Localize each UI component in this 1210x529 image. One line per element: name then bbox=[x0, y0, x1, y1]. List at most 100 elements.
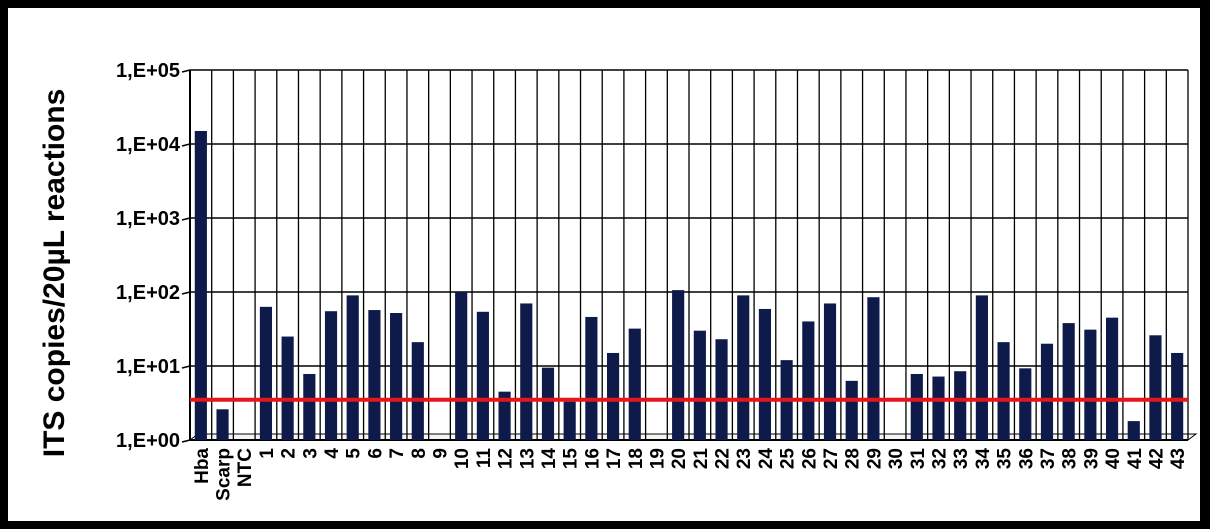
x-tick-labels: Hba Scarp NTC 1 2 3 4 5 6 7 8 9 10 11 12 13 14 15 16 17 18 19… bbox=[192, 448, 1189, 501]
x-tick-label: 22 bbox=[713, 448, 734, 469]
x-tick-label: 19 bbox=[647, 448, 668, 469]
x-tick-label: 18 bbox=[626, 448, 647, 469]
x-tick-label: 39 bbox=[1081, 448, 1102, 469]
x-tick-label: 1 bbox=[257, 448, 278, 459]
x-tick-label: 24 bbox=[756, 448, 777, 470]
bar-17 bbox=[606, 352, 620, 440]
y-tick-label: 1,E+00 bbox=[116, 430, 180, 452]
bar-24 bbox=[758, 308, 772, 440]
x-tick-label: 17 bbox=[604, 448, 625, 469]
y-tick-labels: 1,E+00 1,E+01 1,E+02 1,E+03 1,E+04 1,E+05 bbox=[116, 60, 181, 452]
x-tick-label: 35 bbox=[995, 448, 1016, 470]
x-tick-label: 25 bbox=[778, 448, 799, 470]
x-tick-label: 11 bbox=[474, 448, 495, 469]
bar-38 bbox=[1062, 323, 1075, 440]
x-tick-label: 32 bbox=[930, 448, 951, 469]
y-tick-label: 1,E+05 bbox=[116, 60, 180, 82]
chart-frame: 1,E+00 1,E+01 1,E+02 1,E+03 1,E+04 1,E+05 Hba… bbox=[8, 8, 1200, 521]
x-tick-label: 6 bbox=[365, 448, 386, 459]
x-tick-label: 29 bbox=[864, 448, 885, 469]
bar-33 bbox=[954, 371, 967, 440]
y-tick-label: 1,E+04 bbox=[116, 134, 181, 156]
bar-3 bbox=[303, 373, 316, 440]
x-tick-label: 41 bbox=[1125, 448, 1146, 470]
x-tick-label: 26 bbox=[799, 448, 820, 469]
x-tick-label: 31 bbox=[908, 448, 929, 470]
x-tick-label: 37 bbox=[1038, 448, 1059, 469]
x-tick-label: 2 bbox=[279, 448, 300, 459]
x-tick-label: 38 bbox=[1060, 448, 1081, 469]
x-tick-label: 42 bbox=[1146, 448, 1167, 469]
y-axis-label: ITS copies/20µL reactions bbox=[38, 89, 71, 458]
x-tick-label: 9 bbox=[431, 448, 452, 459]
y-grid-stub bbox=[181, 217, 191, 221]
bar-11 bbox=[476, 311, 489, 440]
bar-4 bbox=[324, 311, 338, 440]
x-tick-label: 8 bbox=[409, 448, 430, 459]
x-tick-label: 33 bbox=[951, 448, 972, 469]
x-tick-label: NTC bbox=[235, 448, 256, 487]
bar-16 bbox=[585, 316, 598, 440]
x-tick-label: 23 bbox=[734, 448, 755, 469]
bar-31 bbox=[910, 373, 923, 440]
x-tick-label: 34 bbox=[973, 448, 994, 470]
y-tick-label: 1,E+02 bbox=[116, 282, 180, 304]
bar-8 bbox=[411, 342, 424, 440]
bar-6 bbox=[368, 310, 381, 440]
x-tick-label: 20 bbox=[669, 448, 690, 469]
x-tick-label: 7 bbox=[387, 448, 408, 459]
bar-14 bbox=[541, 367, 555, 440]
bar-10 bbox=[455, 292, 468, 440]
x-tick-label: 14 bbox=[539, 448, 560, 470]
x-tick-label: Hba bbox=[192, 448, 213, 484]
y-tick-label: 1,E+03 bbox=[116, 208, 180, 230]
bar-scarp bbox=[216, 409, 229, 440]
bar-15 bbox=[563, 401, 576, 440]
bar-28 bbox=[845, 380, 858, 440]
bar-41 bbox=[1127, 421, 1140, 440]
y-grid-stub bbox=[181, 143, 191, 147]
y-tick-label: 1,E+01 bbox=[116, 356, 180, 378]
x-tick-label: 12 bbox=[496, 448, 517, 469]
x-tick-label: 43 bbox=[1168, 448, 1189, 469]
bar-40 bbox=[1105, 317, 1119, 440]
bar-42 bbox=[1149, 335, 1162, 440]
y-grid-stub bbox=[181, 439, 191, 443]
x-tick-label: 28 bbox=[843, 448, 864, 469]
bar-27 bbox=[823, 303, 837, 440]
x-tick-label: 4 bbox=[322, 448, 343, 459]
x-tick-label: 36 bbox=[1016, 448, 1037, 469]
y-grid-stub bbox=[181, 365, 191, 369]
x-tick-label: 3 bbox=[300, 448, 321, 459]
bar-39 bbox=[1084, 329, 1097, 440]
bar-35 bbox=[997, 342, 1010, 440]
x-tick-label: 13 bbox=[517, 448, 538, 469]
bar-18 bbox=[628, 328, 641, 440]
x-tick-label: Scarp bbox=[214, 448, 235, 501]
bar-22 bbox=[715, 339, 728, 440]
x-tick-label: 40 bbox=[1103, 448, 1124, 469]
y-grid-stub bbox=[181, 291, 191, 295]
bar-21 bbox=[693, 330, 706, 440]
bar-20 bbox=[672, 290, 685, 440]
bar-5 bbox=[346, 295, 359, 440]
bar-34 bbox=[975, 295, 988, 440]
bar-2 bbox=[281, 336, 294, 440]
bar-26 bbox=[802, 321, 815, 440]
x-tick-label: 15 bbox=[561, 448, 582, 470]
bar-hba bbox=[194, 130, 207, 440]
bars bbox=[194, 130, 1184, 440]
x-tick-label: 16 bbox=[582, 448, 603, 469]
x-tick-label: 21 bbox=[691, 448, 712, 470]
bar-32 bbox=[932, 376, 945, 440]
grid bbox=[181, 69, 1198, 443]
x-tick-label: 27 bbox=[821, 448, 842, 469]
x-tick-label: 10 bbox=[452, 448, 473, 469]
bar-29 bbox=[867, 297, 880, 440]
bar-36 bbox=[1019, 368, 1032, 440]
x-tick-label: 5 bbox=[344, 448, 365, 459]
bar-chart: 1,E+00 1,E+01 1,E+02 1,E+03 1,E+04 1,E+05 Hba… bbox=[38, 60, 1198, 501]
bar-1 bbox=[259, 306, 273, 440]
bar-13 bbox=[520, 303, 533, 440]
bar-12 bbox=[498, 391, 511, 440]
